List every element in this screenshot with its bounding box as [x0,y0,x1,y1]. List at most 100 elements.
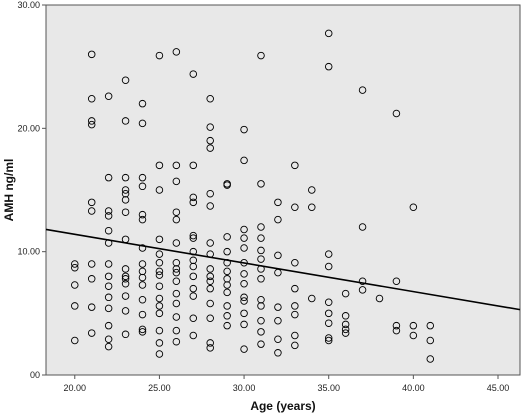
data-point [274,335,282,343]
data-point [206,339,214,347]
data-point [104,282,113,290]
data-point [155,339,164,347]
x-tick-label: 20.00 [64,383,87,393]
plot-area [45,4,521,376]
data-point [138,325,147,334]
data-point [104,92,113,101]
data-point [223,281,231,289]
data-point [155,51,164,60]
data-point [257,275,265,283]
data-point [189,284,198,293]
data-point [87,198,96,207]
data-point [87,303,96,311]
data-point [155,302,164,310]
data-point [291,302,299,310]
data-point [138,173,147,182]
data-point [341,329,350,337]
data-point [189,331,198,340]
data-point [291,161,299,170]
data-point [155,309,164,318]
data-point [172,337,181,346]
data-point [223,288,231,297]
data-point [223,302,231,310]
data-point [206,284,214,293]
data-point [223,321,231,330]
data-point [274,303,282,311]
x-tick-label: 45.00 [487,383,510,393]
data-point [172,299,181,308]
data-point [240,293,248,302]
data-point [206,277,214,286]
data-point [121,265,130,273]
data-point [172,161,181,170]
data-point [121,330,130,339]
y-tick-label: 30.00 [17,0,40,10]
data-point [206,239,214,247]
data-point [189,272,198,281]
data-point [274,215,282,224]
data-point [409,321,418,330]
data-point [155,235,164,244]
data-point [257,51,265,60]
data-point [324,298,333,306]
data-point [172,208,181,216]
data-point [104,207,113,215]
data-point [341,289,350,298]
data-point [189,314,198,323]
data-point [223,247,231,256]
data-point [291,259,299,267]
data-point [121,275,130,283]
data-point [206,123,214,131]
data-point [87,207,96,215]
data-point [291,310,299,319]
x-axis-title: Age (years) [250,399,315,413]
data-point [257,340,265,348]
data-point [71,281,79,289]
data-point [223,312,231,320]
data-point [104,260,113,268]
data-point [308,186,316,194]
data-point [104,173,113,182]
data-point [104,226,113,235]
data-point [240,225,248,234]
data-point [104,342,113,351]
data-point [206,272,214,281]
data-point [392,326,401,335]
data-point [104,293,113,302]
data-point [155,259,164,267]
data-point [240,320,248,329]
data-point [223,181,231,189]
data-point [240,297,248,305]
data-point [189,262,198,271]
data-point [87,275,96,283]
data-point [392,277,401,286]
data-point [104,272,113,281]
data-point [172,277,181,286]
data-point [121,173,130,182]
x-tick-label: 35.00 [317,383,340,393]
data-point [324,309,333,318]
data-point [121,117,130,125]
data-point [206,136,214,145]
data-point [104,321,113,330]
data-point [324,250,333,258]
data-point [324,334,333,342]
data-point [324,262,333,271]
data-point [206,144,214,152]
data-point [341,325,350,334]
data-point [121,186,130,194]
data-point [291,331,299,340]
data-point [138,244,147,252]
data-point [206,314,214,323]
x-tick-label: 40.00 [402,383,425,393]
data-point [291,284,299,293]
data-point [87,94,96,103]
data-point [138,296,147,304]
data-point [291,203,299,212]
data-point [155,271,164,279]
data-point [426,321,435,330]
data-point [189,193,198,202]
data-point [87,260,96,268]
data-point [358,86,367,94]
